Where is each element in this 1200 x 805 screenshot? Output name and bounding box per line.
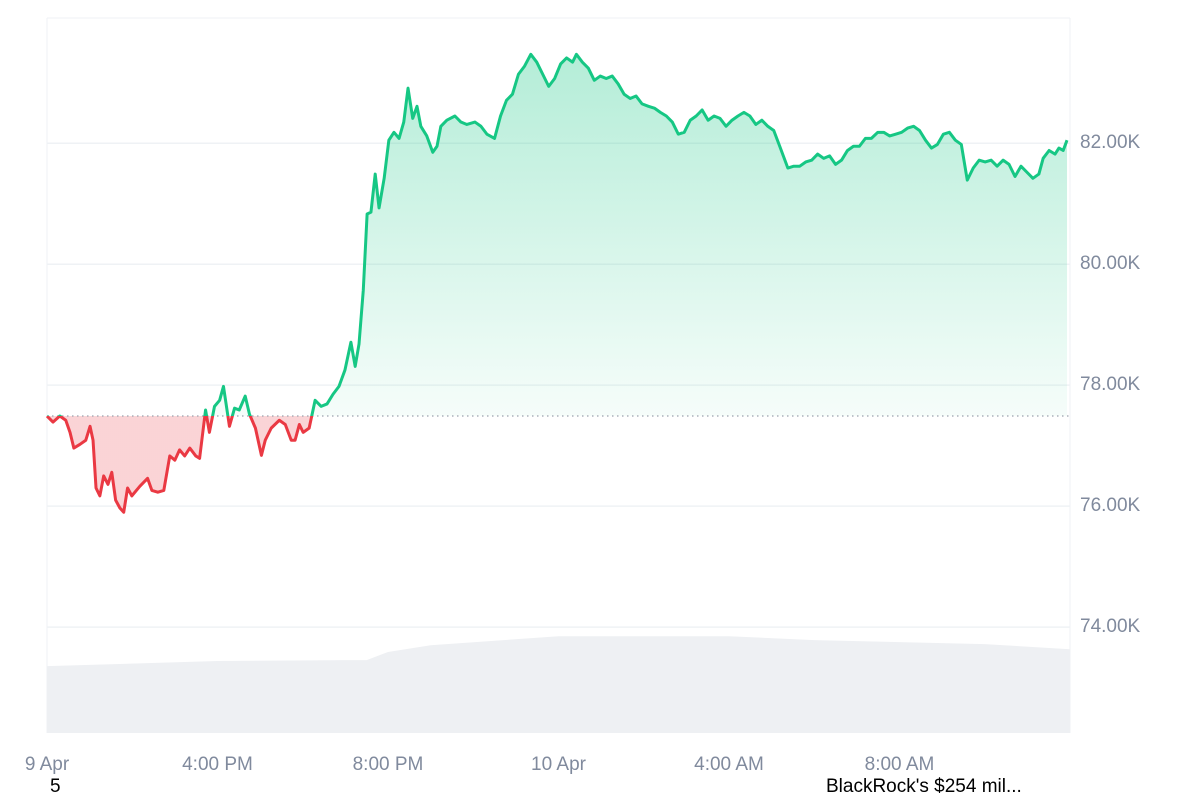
price-area xyxy=(47,54,1068,513)
x-tick-label: 8:00 PM xyxy=(353,754,424,775)
x-tick-label: 10 Apr xyxy=(531,754,587,775)
x-tick-label: 4:00 PM xyxy=(182,754,253,775)
ticker-item: BlackRock's $254 mil... xyxy=(826,776,1022,797)
ticker-item: 5 xyxy=(50,776,61,797)
y-tick-label: 78.00K xyxy=(1080,374,1141,395)
y-tick-label: 74.00K xyxy=(1080,616,1141,637)
y-tick-label: 80.00K xyxy=(1080,253,1141,274)
volume-area xyxy=(47,636,1070,733)
y-tick-label: 76.00K xyxy=(1080,495,1141,516)
x-tick-label: 9 Apr xyxy=(25,754,70,775)
price-line xyxy=(45,52,1069,514)
x-tick-label: 4:00 AM xyxy=(694,754,764,775)
x-tick-label: 8:00 AM xyxy=(865,754,935,775)
y-tick-label: 82.00K xyxy=(1080,132,1141,153)
